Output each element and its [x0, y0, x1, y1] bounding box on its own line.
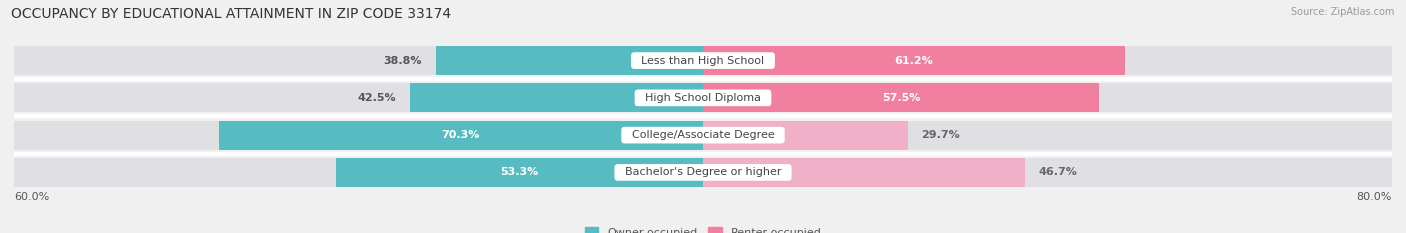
Bar — [411, 83, 703, 112]
Text: Bachelor's Degree or higher: Bachelor's Degree or higher — [617, 168, 789, 177]
Text: 53.3%: 53.3% — [501, 168, 538, 177]
Bar — [14, 158, 1392, 187]
Text: 57.5%: 57.5% — [882, 93, 921, 103]
Text: 29.7%: 29.7% — [921, 130, 960, 140]
Text: OCCUPANCY BY EDUCATIONAL ATTAINMENT IN ZIP CODE 33174: OCCUPANCY BY EDUCATIONAL ATTAINMENT IN Z… — [11, 7, 451, 21]
Bar — [703, 83, 1099, 112]
Bar — [436, 46, 703, 75]
Text: 70.3%: 70.3% — [441, 130, 479, 140]
Text: 42.5%: 42.5% — [357, 93, 396, 103]
Bar — [14, 46, 1392, 75]
Text: Less than High School: Less than High School — [634, 56, 772, 65]
Bar — [14, 121, 1392, 150]
Text: 80.0%: 80.0% — [1357, 192, 1392, 202]
Bar — [703, 121, 908, 150]
Text: 38.8%: 38.8% — [384, 56, 422, 65]
Text: Source: ZipAtlas.com: Source: ZipAtlas.com — [1291, 7, 1395, 17]
Bar — [703, 46, 1125, 75]
Text: 60.0%: 60.0% — [14, 192, 49, 202]
Text: High School Diploma: High School Diploma — [638, 93, 768, 103]
Bar — [336, 158, 703, 187]
Bar — [14, 83, 1392, 112]
Text: 46.7%: 46.7% — [1039, 168, 1077, 177]
Legend: Owner-occupied, Renter-occupied: Owner-occupied, Renter-occupied — [581, 223, 825, 233]
Bar — [219, 121, 703, 150]
Text: College/Associate Degree: College/Associate Degree — [624, 130, 782, 140]
Bar — [703, 158, 1025, 187]
Text: 61.2%: 61.2% — [894, 56, 934, 65]
